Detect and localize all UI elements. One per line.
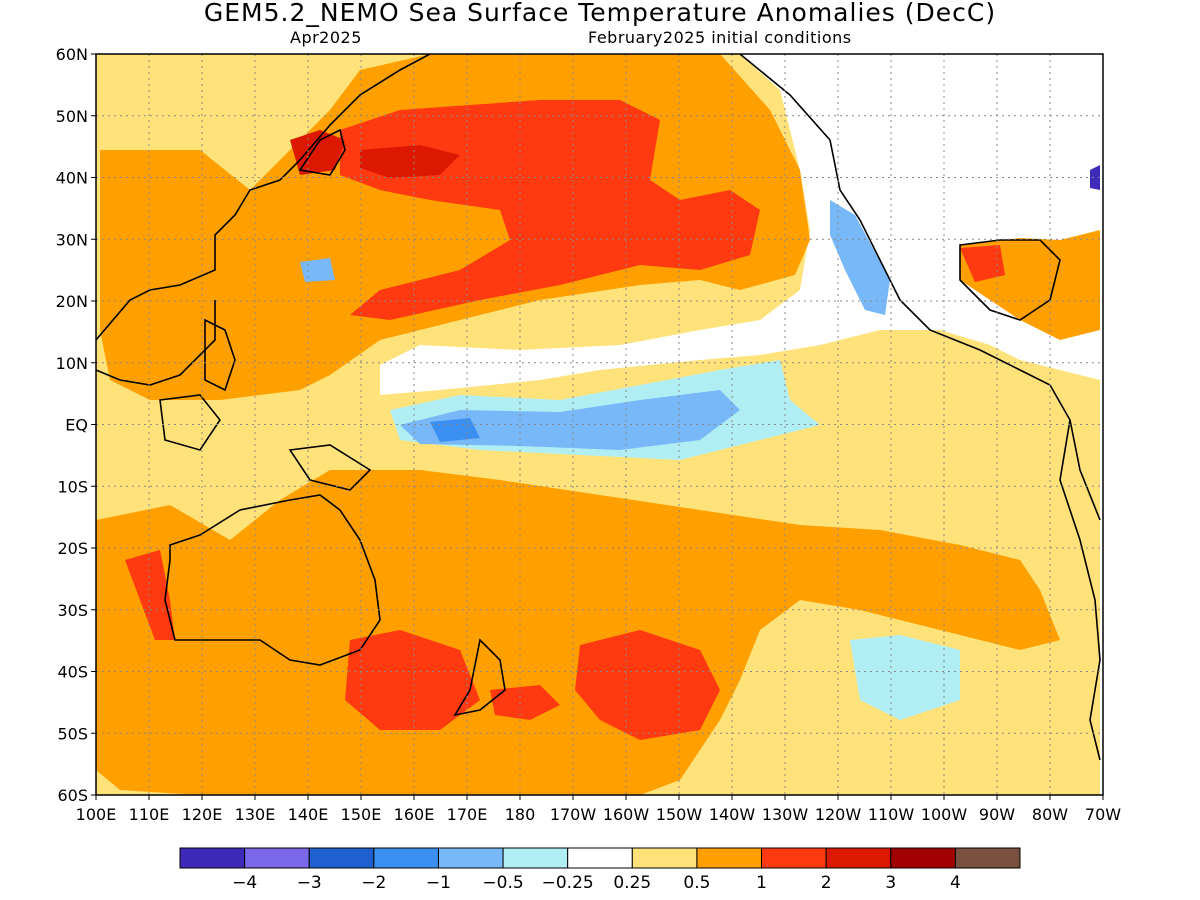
anomaly-region-m0p5-california bbox=[830, 200, 890, 315]
lon-tick-label: 80W bbox=[1032, 805, 1068, 824]
anomaly-region-0p5-south bbox=[96, 470, 1060, 795]
coast-philippines bbox=[204, 318, 236, 392]
colorbar-label: −0.5 bbox=[482, 873, 523, 893]
colorbar-swatch bbox=[308, 847, 375, 869]
lon-tick-label: 120E bbox=[182, 805, 223, 824]
lon-tick-label: 110W bbox=[868, 805, 915, 824]
lat-tick-label: 60N bbox=[56, 45, 88, 64]
coastlines bbox=[96, 54, 1101, 761]
anomaly-region-1-south bbox=[575, 630, 720, 740]
anomaly-region-m0p25-south bbox=[850, 635, 960, 720]
lon-tick-label: 160E bbox=[394, 805, 435, 824]
lat-tick-label: 10N bbox=[56, 354, 88, 373]
latitude-ticks: 60N 50N 40N 30N 20N 10N EQ 10S 20S 30S 40S 50S 60S bbox=[56, 45, 96, 805]
colorbar-swatch bbox=[890, 847, 956, 869]
lat-tick-label: 20N bbox=[56, 292, 88, 311]
colorbar-label: −4 bbox=[232, 873, 257, 893]
lat-tick-label: 40S bbox=[57, 663, 88, 682]
lon-tick-label: 110E bbox=[129, 805, 170, 824]
colorbar-swatch bbox=[502, 847, 569, 869]
coast-japan bbox=[298, 128, 346, 176]
lon-tick-label: 130E bbox=[235, 805, 276, 824]
anomaly-region-m0p5-equator bbox=[400, 390, 740, 450]
colorbar-swatch bbox=[631, 847, 698, 869]
colorbar-swatch bbox=[179, 847, 246, 869]
lon-tick-label: 120W bbox=[815, 805, 862, 824]
anomaly-region-m4-atlantic bbox=[1090, 165, 1100, 190]
anomaly-region-m0p5-west bbox=[300, 258, 335, 282]
lon-tick-label: 170W bbox=[550, 805, 597, 824]
colorbar-swatch bbox=[825, 847, 892, 869]
lon-tick-label: 170E bbox=[447, 805, 488, 824]
colorbar-label: −1 bbox=[426, 873, 451, 893]
lon-tick-label: 150W bbox=[656, 805, 703, 824]
coast-new-zealand bbox=[453, 638, 506, 717]
lat-tick-label: 50N bbox=[56, 107, 88, 126]
coast-australia bbox=[164, 494, 381, 666]
colorbar-label: 0.5 bbox=[683, 873, 710, 893]
anomaly-region-1-tasman bbox=[345, 630, 480, 730]
colorbar-swatch bbox=[437, 847, 504, 869]
longitude-ticks: 100E 110E 120E 130E 140E 150E 160E 170E 180 170W 1… bbox=[76, 795, 1121, 824]
colorbar-label: −2 bbox=[361, 873, 386, 893]
colorbar-swatch bbox=[954, 847, 1021, 869]
lon-tick-label: 70W bbox=[1085, 805, 1121, 824]
lat-tick-label: 30S bbox=[57, 601, 88, 620]
lat-tick-label: 60S bbox=[57, 786, 88, 805]
lon-tick-label: 100W bbox=[921, 805, 968, 824]
lat-tick-label: 20S bbox=[57, 539, 88, 558]
initial-conditions: February2025 initial conditions bbox=[588, 28, 852, 47]
lon-tick-label: 90W bbox=[979, 805, 1015, 824]
colorbar-swatch bbox=[373, 847, 439, 869]
colorbar-swatch bbox=[567, 847, 633, 869]
anomaly-region-1-australia bbox=[125, 550, 175, 640]
coast-asia bbox=[96, 54, 431, 341]
lat-tick-label: 50S bbox=[57, 724, 88, 743]
lon-tick-label: 150E bbox=[341, 805, 382, 824]
coast-south-america bbox=[1059, 419, 1101, 761]
lat-tick-label: 40N bbox=[56, 169, 88, 188]
colorbar-label: −3 bbox=[297, 873, 322, 893]
colorbar-label: 4 bbox=[950, 873, 961, 893]
map-title: GEM5.2_NEMO Sea Surface Temperature Anom… bbox=[203, 0, 997, 27]
coast-borneo bbox=[159, 394, 221, 451]
forecast-month: Apr2025 bbox=[290, 28, 362, 47]
lat-tick-label: 30N bbox=[56, 230, 88, 249]
colorbar-label: 3 bbox=[885, 873, 896, 893]
colorbar-label: −0.25 bbox=[542, 873, 594, 893]
anomaly-region-m1-equator bbox=[430, 418, 480, 442]
lon-tick-label: 140W bbox=[709, 805, 756, 824]
anomaly-field bbox=[96, 54, 1100, 795]
lon-tick-label: 100E bbox=[76, 805, 117, 824]
lat-tick-label: EQ bbox=[65, 416, 88, 435]
colorbar-label: 2 bbox=[821, 873, 832, 893]
lon-tick-label: 130W bbox=[762, 805, 809, 824]
coast-new-guinea bbox=[288, 444, 372, 491]
anomaly-region-2-core bbox=[360, 145, 460, 178]
colorbar-label: 0.25 bbox=[613, 873, 651, 893]
anomaly-region-1-gulf bbox=[960, 245, 1005, 282]
colorbar: −4 −3 −2 −1 −0.5 −0.25 0.25 0.5 1 2 3 4 bbox=[179, 847, 1021, 893]
coast-north-america bbox=[739, 54, 1101, 521]
colorbar-label: 1 bbox=[756, 873, 767, 893]
lat-tick-label: 10S bbox=[57, 477, 88, 496]
lon-tick-label: 140E bbox=[288, 805, 329, 824]
anomaly-region-1-nz bbox=[490, 685, 560, 720]
colorbar-swatch bbox=[761, 847, 827, 869]
lon-tick-label: 180 bbox=[505, 805, 536, 824]
lon-tick-label: 160W bbox=[603, 805, 650, 824]
colorbar-swatch bbox=[696, 847, 763, 869]
colorbar-swatch bbox=[244, 847, 310, 869]
coast-china-south bbox=[96, 300, 216, 386]
